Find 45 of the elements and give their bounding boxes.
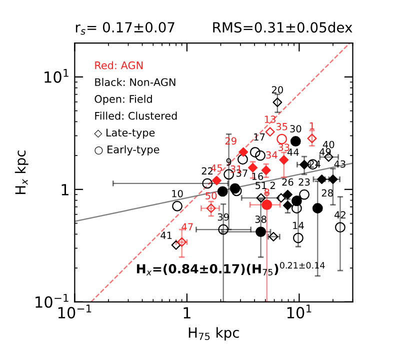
annotation: 42 [334, 211, 346, 218]
annotation: 38 [255, 216, 266, 223]
annotation: 45 [210, 164, 222, 172]
annotation: 9 [226, 158, 232, 166]
annotation: 43 [334, 160, 346, 168]
annotation: ○ Early-type [94, 145, 160, 156]
x-tick-label: 1 [184, 307, 190, 318]
annotation: Open: Field [94, 94, 152, 105]
annotation: 35 [276, 122, 288, 130]
annotation: 51 [256, 182, 266, 190]
y-tick-label: 1 [62, 184, 68, 196]
annotation: 39 [218, 213, 229, 221]
y-axis-title: H$_{x}$ kpc [14, 150, 28, 194]
annotation: 1 [310, 122, 314, 130]
annotation: 22 [202, 167, 213, 174]
annotation: 41 [160, 232, 172, 239]
annotation: Filled: Clustered [95, 112, 177, 120]
annotation: 28 [322, 189, 333, 197]
annotation: H$_{x}$=(0.84±0.17)(H$_{75}$)$^{0.21±0.14}$ [137, 262, 325, 276]
annotation: 16 [252, 172, 264, 180]
annotation: 20 [272, 86, 283, 94]
annotation: 44 [287, 148, 299, 156]
annotation: 14 [293, 222, 304, 230]
annotation: 26 [282, 178, 294, 186]
annotation: 23 [298, 178, 310, 186]
annotation: ◇ Late-type [94, 128, 155, 139]
annotation: Black: Non-AGN [95, 78, 176, 86]
annotation: 34 [266, 151, 278, 159]
text: r$_{s}$= 0.17±0.07 [76, 22, 174, 35]
text: RMS=0.31±0.05dex [213, 22, 352, 33]
annotation: 49 [320, 148, 331, 156]
x-tick-label: 10$^{1}$ [287, 304, 312, 318]
annotation: 2 [270, 182, 275, 189]
annotation: 17 [254, 133, 265, 141]
y-tick-label: 10$^{1}$ [44, 68, 68, 83]
annotation: 10 [172, 190, 183, 198]
annotation: 30 [290, 125, 302, 132]
x-axis-title: H$_{75}$ kpc [188, 327, 239, 341]
annotation: 8 [264, 188, 270, 196]
annotation: 33 [278, 144, 290, 152]
annotation: 47 [182, 223, 193, 230]
annotation: Red: AGN [95, 61, 143, 70]
annotation: 13 [264, 116, 276, 124]
annotation: 50 [206, 192, 217, 200]
annotation: 40 [322, 140, 334, 148]
